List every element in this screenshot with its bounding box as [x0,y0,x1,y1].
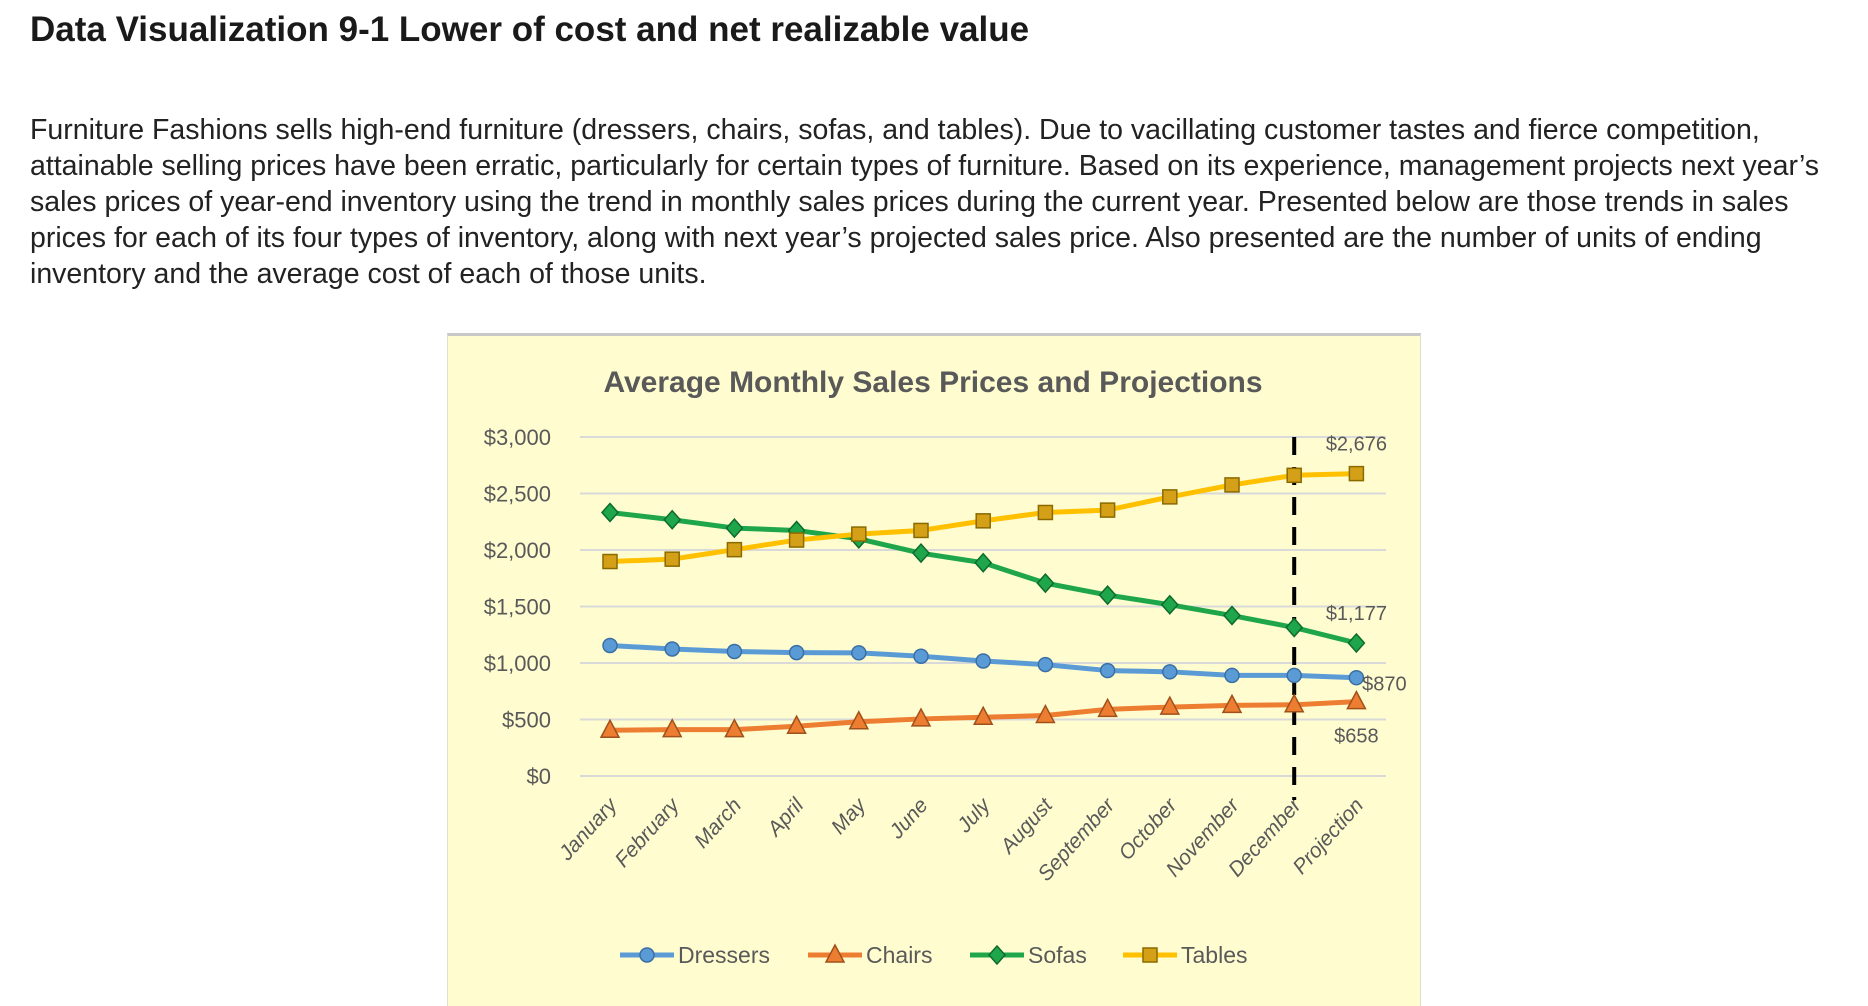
data-point-dressers [1348,669,1365,686]
x-tick-label: April [762,793,809,842]
data-point-sofas [725,517,744,539]
y-tick-label: $3,000 [484,425,551,450]
data-point-chairs [1221,693,1243,714]
legend-item-tables: Tables [1123,942,1247,968]
chart-container [447,333,1421,1006]
data-point-sofas [1222,605,1242,626]
data-point-dressers [1286,667,1302,684]
data-point-tables [975,513,991,529]
data-point-dressers [851,645,867,661]
x-tick-label: August [995,793,1058,859]
data-point-chairs [724,718,745,738]
data-point-chairs [786,714,807,735]
data-point-tables [1162,489,1178,505]
data-label-dressers: $870 [1362,674,1407,696]
series-line-sofas [609,510,1358,646]
series-dressers [602,637,1365,686]
data-point-tables [602,553,618,570]
intro-paragraph: Furniture Fashions sells high-end furnit… [30,114,1820,290]
data-point-dressers [913,648,929,664]
x-tick-label: February [611,793,685,872]
legend-item-chairs: Chairs [808,942,932,968]
data-point-tables [1286,467,1302,484]
y-tick-label: $1,500 [484,595,551,620]
data-point-tables [1037,504,1054,521]
data-point-sofas [911,543,931,564]
legend-marker [1142,947,1158,963]
legend-label: Chairs [866,942,932,968]
series-tables [602,465,1365,570]
data-point-dressers [1162,664,1178,680]
data-point-tables [664,551,680,567]
data-point-dressers [1224,667,1240,684]
data-point-dressers [1099,662,1116,679]
legend-item-dressers: Dressers [620,942,770,968]
data-point-sofas [1098,584,1117,606]
y-tick-label: $1,000 [484,651,551,676]
data-point-chairs [848,710,870,730]
data-point-tables [913,522,929,539]
data-label-tables: $2,676 [1326,434,1387,456]
series-chairs [599,690,1367,738]
data-point-sofas [600,502,620,523]
data-label-sofas: $1,177 [1326,603,1387,625]
data-point-tables [1099,502,1116,518]
legend-item-sofas: Sofas [970,942,1087,968]
data-point-chairs [1346,690,1367,710]
series-sofas [600,502,1366,654]
x-tick-label: June [884,794,932,844]
data-point-tables [726,541,743,558]
data-point-sofas [1285,617,1304,638]
data-point-tables [1224,477,1240,493]
data-point-dressers [788,644,805,661]
data-point-sofas [1160,594,1179,615]
data-point-sofas [663,509,682,530]
data-point-chairs [661,718,683,738]
y-tick-label: $2,000 [484,538,551,563]
legend-label: Tables [1181,942,1247,968]
data-point-chairs [1283,693,1305,713]
data-point-chairs [1159,695,1181,715]
y-tick-label: $2,500 [484,482,551,507]
data-label-chairs: $658 [1334,726,1379,748]
data-point-dressers [975,653,991,669]
x-tick-label: July [952,793,996,838]
legend-marker [824,943,846,963]
data-point-sofas [1347,632,1366,654]
x-tick-label: March [690,794,746,853]
data-point-chairs [599,718,621,738]
data-point-chairs [972,705,994,725]
data-point-tables [851,526,867,542]
data-point-chairs [1035,703,1056,724]
legend-marker [987,944,1007,966]
y-tick-label: $0 [527,764,551,789]
legend-marker [639,947,655,963]
y-tick-label: $500 [502,708,551,733]
data-point-sofas [1036,572,1055,594]
data-point-chairs [1097,697,1118,718]
legend-label: Sofas [1028,942,1087,968]
data-point-sofas [974,552,993,573]
data-point-dressers [602,637,618,654]
data-point-tables [788,532,805,548]
chart-title: Average Monthly Sales Prices and Project… [603,366,1262,399]
page-heading: Data Visualization 9-1 Lower of cost and… [30,10,1030,49]
data-point-dressers [664,641,680,657]
data-point-dressers [1037,656,1054,673]
legend-label: Dressers [678,942,770,968]
data-point-dressers [726,643,743,660]
x-tick-label: May [827,793,872,839]
data-point-tables [1348,465,1365,482]
data-point-chairs [910,707,932,727]
